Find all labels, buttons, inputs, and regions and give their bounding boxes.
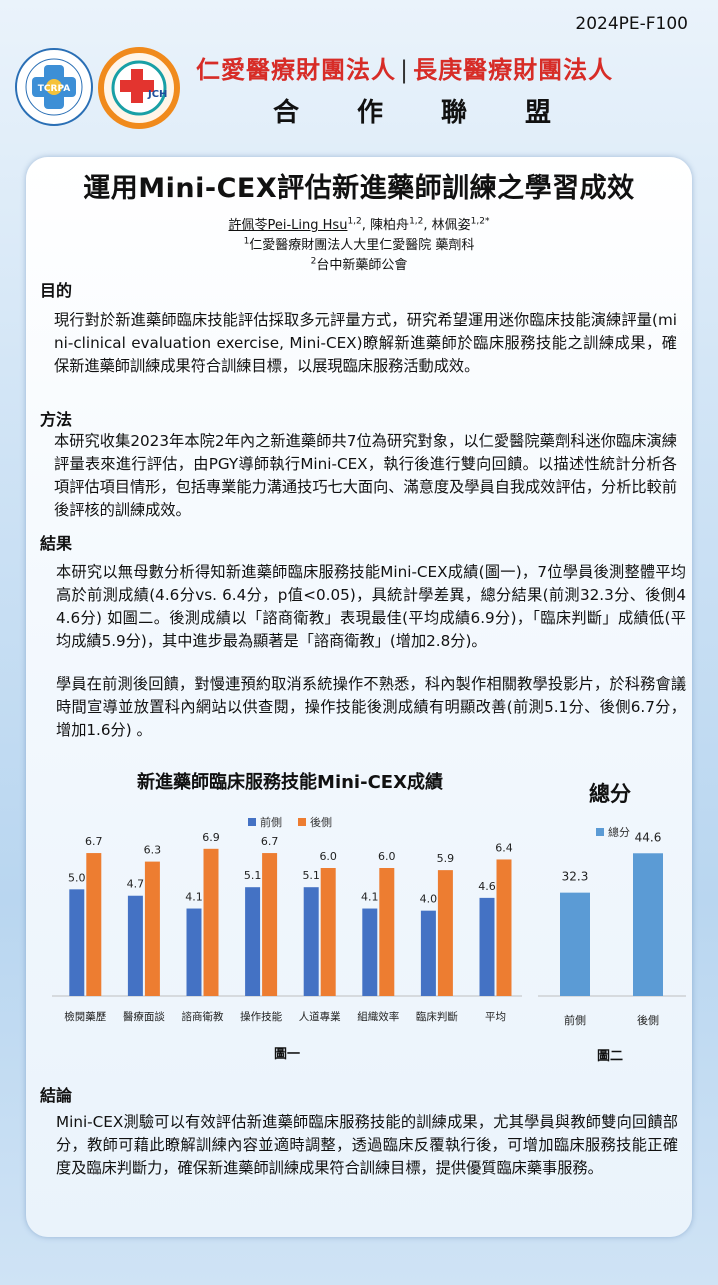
result-text-1: 本研究以無母數分析得知新進藥師臨床服務技能Mini-CEX成績(圖一)，7位學員…	[56, 563, 686, 650]
total-bar-1	[633, 853, 663, 996]
bar-1-4	[320, 868, 336, 996]
author-line: 許佩苓Pei-Ling Hsu1,2, 陳柏舟1,2, 林佩姿1,2*	[228, 216, 490, 233]
bar-0-5	[362, 908, 378, 996]
bar-0-0	[69, 889, 85, 996]
bar-1-7	[496, 859, 512, 996]
aff2-sup: 2	[310, 256, 317, 267]
chart2-plot: 總分 32.3 前側 44.6 後側	[538, 825, 686, 1027]
data-label-0-6: 4.0	[420, 893, 438, 906]
data-label-0-0: 5.0	[68, 871, 86, 884]
bar-1-6	[437, 870, 453, 996]
method-text: 本研究收集2023年本院2年內之新進藥師共7位為研究對象，以仁愛醫院藥劑科迷你臨…	[54, 432, 677, 519]
legend-swatch-1	[298, 818, 306, 826]
tick-label-2: 諮商衛教	[182, 1010, 224, 1023]
tick-label-3: 操作技能	[240, 1010, 282, 1023]
author-2: 陳柏舟	[370, 218, 410, 233]
org-separator: |	[400, 56, 410, 84]
content-card	[26, 157, 692, 1237]
result-text-2: 學員在前測後回饋，對慢連預約取消系統操作不熟悉，科內製作相關教學投影片，於科務會…	[56, 675, 686, 739]
conclusion-heading: 結論	[40, 1086, 73, 1105]
affiliation-2: 2台中新藥師公會	[0, 254, 718, 273]
result-heading: 結果	[40, 534, 73, 553]
bar-1-3	[262, 853, 278, 996]
bar-0-6	[420, 910, 436, 996]
tick-label-6: 臨床判斷	[416, 1010, 458, 1023]
org-left: 仁愛醫療財團法人	[196, 56, 396, 84]
purpose-heading: 目的	[40, 281, 73, 300]
method-heading: 方法	[40, 410, 73, 429]
bar-1-1	[144, 861, 160, 996]
svg-text:TCRPA: TCRPA	[38, 84, 70, 94]
data-label-1-7: 6.4	[495, 841, 513, 854]
total-data-label-0: 32.3	[562, 870, 589, 884]
data-label-1-2: 6.9	[202, 831, 220, 844]
tick-label-7: 平均	[485, 1011, 506, 1023]
poster-title: 運用Mini-CEX評估新進藥師訓練之學習成效	[83, 173, 635, 204]
bar-0-3	[245, 887, 261, 996]
bar-1-0	[86, 853, 102, 996]
bar-0-4	[303, 887, 319, 996]
poster-code: 2024PE-F100	[575, 14, 688, 34]
legend-label-0: 前側	[260, 815, 282, 829]
tick-label-1: 醫療面談	[123, 1010, 165, 1023]
author-1-sup: 1,2	[347, 216, 362, 227]
figure2-caption: 圖二	[597, 1049, 624, 1064]
data-label-1-3: 6.7	[261, 835, 279, 848]
data-label-0-3: 5.1	[244, 869, 262, 882]
legend-label-1: 後側	[310, 815, 332, 829]
data-label-0-7: 4.6	[478, 880, 496, 893]
aff2-text: 台中新藥師公會	[316, 258, 408, 273]
figure1-caption: 圖一	[274, 1047, 301, 1062]
total-data-label-1: 44.6	[635, 830, 662, 844]
legend-label-total: 總分	[608, 825, 630, 839]
bar-1-5	[379, 868, 395, 996]
total-tick-label-1: 後側	[637, 1013, 659, 1027]
data-label-1-5: 6.0	[378, 850, 396, 863]
chart1-title: 新進藥師臨床服務技能Mini-CEX成績	[137, 772, 443, 793]
legend-swatch-total	[596, 828, 604, 836]
bar-1-2	[203, 848, 219, 996]
author-2-sup: 1,2	[409, 216, 424, 227]
chart1-plot: 前側 後側 5.0 6.7 檢閱藥歷 4.7 6.3 醫療面談 4.1 6.9 諮商衛教 5.1 6.7…	[52, 815, 522, 1023]
data-label-1-0: 6.7	[85, 835, 103, 848]
organization-names: 仁愛醫療財團法人 | 長庚醫療財團法人	[196, 50, 613, 85]
data-label-0-4: 5.1	[302, 869, 320, 882]
data-label-1-4: 6.0	[319, 850, 337, 863]
conclusion-text: Mini-CEX測驗可以有效評估新進藥師臨床服務技能的訓練成果，尤其學員與教師雙…	[56, 1113, 678, 1177]
purpose-text: 現行對於新進藥師臨床技能評估採取多元評量方式，研究希望運用迷你臨床技能演練評量(…	[54, 311, 677, 375]
affiliation-1: 1仁愛醫療財團法人大里仁愛醫院 藥劑科	[0, 234, 718, 253]
alliance-label: 合作聯盟	[273, 98, 610, 128]
bar-0-2	[186, 908, 202, 996]
aff1-text: 仁愛醫療財團法人大里仁愛醫院 藥劑科	[249, 238, 475, 253]
svg-text:JCH: JCH	[147, 89, 167, 100]
tick-label-4: 人道專業	[299, 1010, 341, 1023]
total-tick-label-0: 前側	[564, 1013, 586, 1027]
author-1: 許佩苓Pei-Ling Hsu	[228, 218, 348, 233]
tick-label-5: 組織效率	[357, 1010, 399, 1023]
data-label-1-6: 5.9	[437, 852, 455, 865]
data-label-0-1: 4.7	[127, 878, 144, 891]
jch-logo: JCH	[98, 47, 180, 129]
bar-0-1	[127, 895, 143, 996]
aff1-sup: 1	[243, 236, 250, 247]
org-right: 長庚醫療財團法人	[413, 56, 614, 84]
legend-swatch-0	[248, 818, 256, 826]
chart2-title: 總分	[589, 782, 631, 806]
author-3: 林佩姿	[431, 218, 471, 233]
tick-label-0: 檢閱藥歷	[64, 1010, 106, 1023]
author-3-sup: 1,2*	[470, 216, 490, 227]
bar-0-7	[479, 897, 495, 996]
data-label-1-1: 6.3	[144, 844, 162, 857]
data-label-0-5: 4.1	[361, 891, 379, 904]
data-label-0-2: 4.1	[185, 891, 203, 904]
tcrpa-logo: TCRPA	[15, 48, 93, 126]
total-bar-0	[560, 892, 590, 996]
